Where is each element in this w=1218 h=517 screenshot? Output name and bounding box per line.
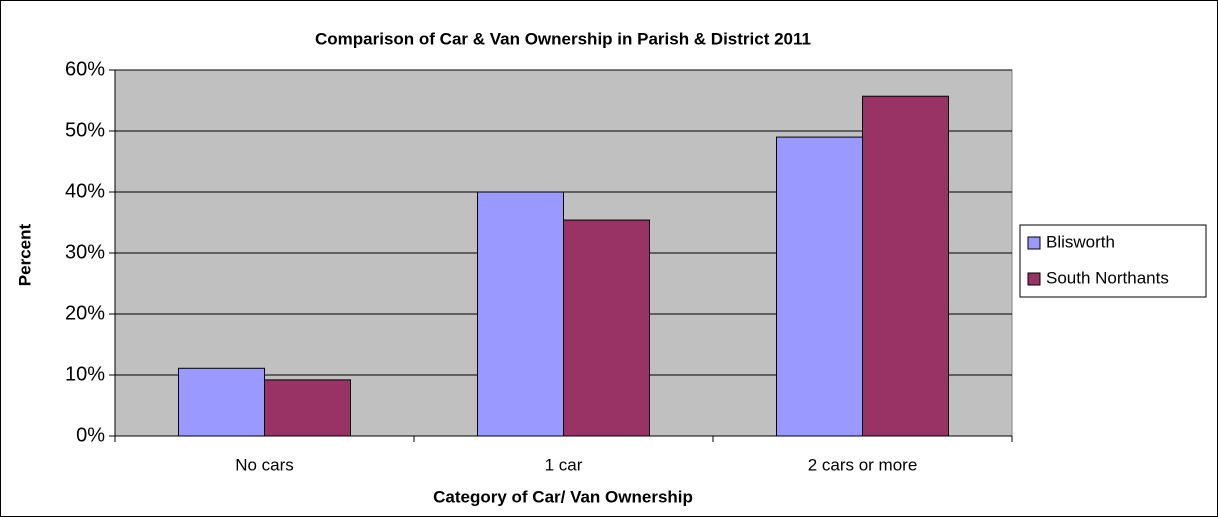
- x-axis-label: Category of Car/ Van Ownership: [433, 487, 693, 506]
- y-tick-label: 30%: [65, 241, 105, 263]
- legend-swatch: [1027, 236, 1041, 250]
- x-tick-label: 2 cars or more: [808, 455, 918, 474]
- bar: [264, 379, 351, 437]
- legend-box: [1019, 224, 1207, 298]
- y-tick-label: 40%: [65, 180, 105, 202]
- chart-title: Comparison of Car & Van Ownership in Par…: [315, 29, 811, 48]
- y-tick-label: 50%: [65, 119, 105, 141]
- bar: [776, 136, 863, 437]
- legend-label: South Northants: [1046, 268, 1169, 287]
- bar: [862, 95, 949, 437]
- legend-swatch: [1027, 272, 1041, 286]
- y-tick-label: 60%: [65, 58, 105, 80]
- y-tick-label: 20%: [65, 302, 105, 324]
- bar: [178, 367, 265, 437]
- bar: [563, 219, 650, 437]
- bar: [477, 191, 564, 437]
- legend-label: Blisworth: [1046, 232, 1115, 251]
- x-tick-label: No cars: [235, 455, 294, 474]
- x-tick-label: 1 car: [545, 455, 583, 474]
- y-tick-label: 0%: [76, 424, 105, 446]
- y-tick-label: 10%: [65, 363, 105, 385]
- y-axis-label: Percent: [15, 223, 34, 286]
